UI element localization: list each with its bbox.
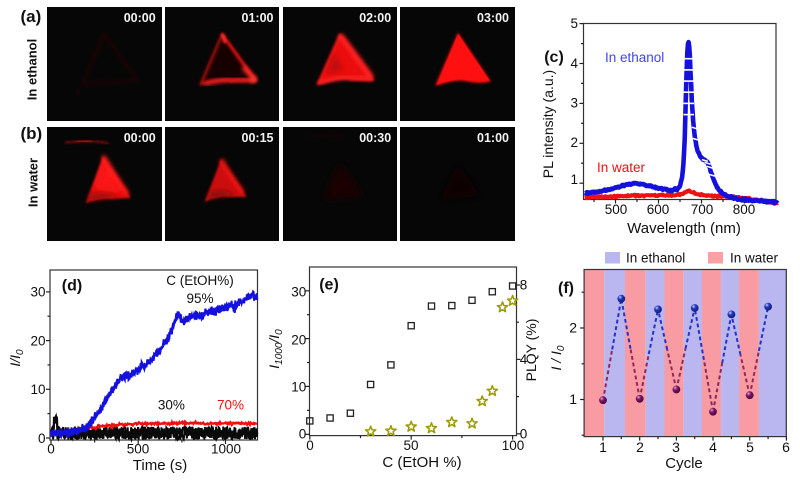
svg-text:Cycle: Cycle bbox=[665, 455, 703, 472]
svg-text:70%: 70% bbox=[217, 398, 244, 413]
svg-text:In ethanol: In ethanol bbox=[626, 251, 685, 266]
svg-text:700: 700 bbox=[691, 202, 714, 217]
svg-text:1: 1 bbox=[570, 172, 578, 187]
svg-text:5: 5 bbox=[570, 16, 578, 31]
svg-text:PL intensity (a.u.): PL intensity (a.u.) bbox=[540, 70, 556, 178]
svg-text:I1000/I0: I1000/I0 bbox=[266, 329, 285, 369]
svg-text:500: 500 bbox=[127, 442, 150, 457]
svg-text:600: 600 bbox=[647, 202, 670, 217]
svg-text:20: 20 bbox=[291, 333, 306, 348]
svg-text:2: 2 bbox=[570, 135, 578, 150]
svg-text:3: 3 bbox=[672, 439, 680, 455]
svg-text:1: 1 bbox=[599, 439, 607, 455]
svg-text:0: 0 bbox=[299, 427, 307, 442]
svg-text:10: 10 bbox=[291, 380, 306, 395]
svg-text:I / I0: I / I0 bbox=[548, 345, 567, 370]
svg-text:30%: 30% bbox=[158, 398, 185, 413]
svg-text:In water: In water bbox=[597, 160, 646, 175]
svg-text:50: 50 bbox=[403, 438, 418, 453]
svg-text:0: 0 bbox=[306, 438, 314, 453]
svg-text:95%: 95% bbox=[186, 291, 213, 306]
svg-text:0: 0 bbox=[47, 442, 55, 457]
svg-text:Time (s): Time (s) bbox=[133, 457, 187, 474]
svg-text:PLQY (%): PLQY (%) bbox=[523, 319, 539, 382]
svg-text:30: 30 bbox=[30, 285, 45, 300]
svg-text:(e): (e) bbox=[319, 277, 339, 294]
svg-text:5: 5 bbox=[746, 439, 754, 455]
svg-text:30: 30 bbox=[291, 285, 306, 300]
svg-text:(f): (f) bbox=[558, 280, 574, 297]
svg-text:I/I0: I/I0 bbox=[7, 349, 26, 367]
svg-text:6: 6 bbox=[782, 439, 790, 455]
svg-text:0: 0 bbox=[38, 431, 46, 446]
svg-text:1: 1 bbox=[569, 391, 577, 407]
svg-text:4: 4 bbox=[520, 352, 528, 367]
svg-text:Wavelength (nm): Wavelength (nm) bbox=[627, 220, 741, 237]
svg-text:2: 2 bbox=[636, 439, 644, 455]
svg-text:20: 20 bbox=[30, 334, 45, 349]
svg-text:100: 100 bbox=[502, 438, 525, 453]
svg-text:C (EtOH%): C (EtOH%) bbox=[166, 273, 234, 288]
svg-text:In water: In water bbox=[730, 251, 779, 266]
svg-text:(c): (c) bbox=[544, 49, 564, 66]
svg-text:10: 10 bbox=[30, 382, 45, 397]
svg-text:3: 3 bbox=[570, 96, 578, 111]
svg-text:4: 4 bbox=[570, 56, 578, 71]
svg-text:0: 0 bbox=[520, 427, 528, 442]
svg-text:1000: 1000 bbox=[211, 442, 241, 457]
svg-text:8: 8 bbox=[520, 278, 528, 293]
svg-text:4: 4 bbox=[709, 439, 717, 455]
svg-text:(d): (d) bbox=[62, 278, 82, 295]
svg-text:In ethanol: In ethanol bbox=[605, 50, 664, 65]
svg-text:C (EtOH %): C (EtOH %) bbox=[382, 454, 461, 471]
svg-text:500: 500 bbox=[605, 202, 628, 217]
svg-text:2: 2 bbox=[569, 320, 577, 336]
svg-text:800: 800 bbox=[733, 202, 756, 217]
